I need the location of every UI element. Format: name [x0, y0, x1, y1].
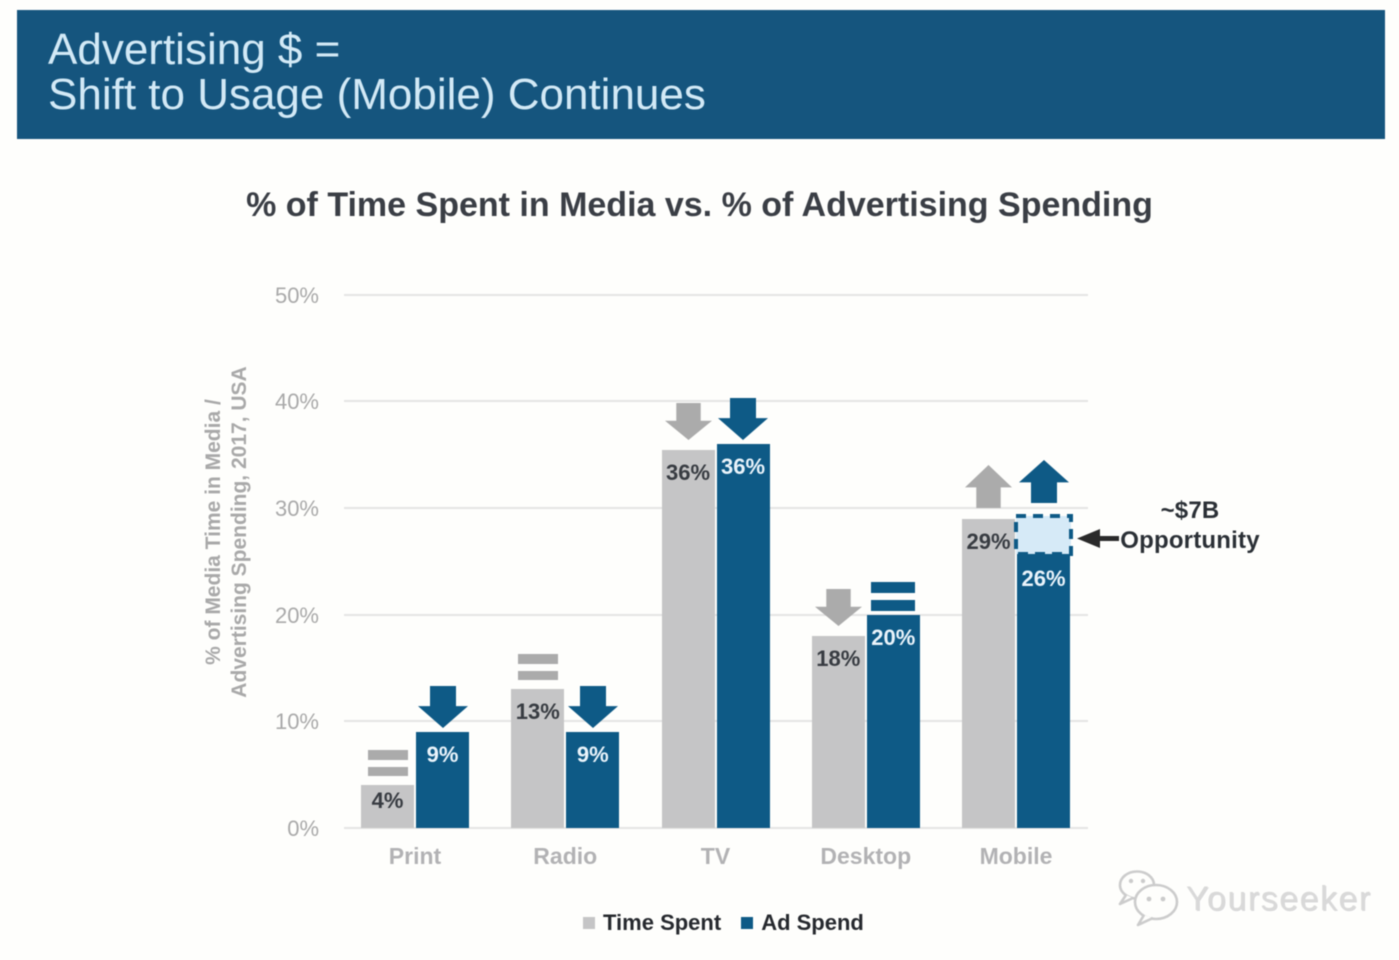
slide-title-line1: Advertising $ = [48, 24, 341, 74]
equal-indicator-radio-time-spent [517, 654, 558, 681]
equals-dash [517, 670, 558, 681]
up-arrow-icon [1018, 459, 1069, 503]
chart-legend: Time Spent Ad Spend [583, 910, 884, 936]
equals-dash [517, 654, 558, 664]
gridline [344, 720, 1088, 723]
y-tick-label: 40% [274, 389, 319, 415]
bar-value-radio-time-spent: 13% [515, 699, 560, 725]
legend-label: Ad Spend [761, 910, 864, 935]
down-arrow-icon [814, 589, 862, 627]
bar-print-ad-spend [416, 732, 469, 828]
equals-dash [871, 581, 916, 593]
gridline [344, 293, 1088, 296]
bar-value-mobile-ad-spend: 26% [1021, 565, 1066, 591]
equal-indicator-desktop-ad-spend [871, 581, 916, 611]
bar-value-print-ad-spend: 9% [426, 742, 459, 768]
gridline [344, 613, 1088, 616]
bar-desktop-time-spent [811, 636, 865, 828]
x-category-label-print: Print [388, 843, 442, 869]
up-arrow-indicator-mobile-time-spent [965, 464, 1012, 513]
y-tick-label: 30% [274, 496, 319, 522]
opportunity-annotation: ~$7B Opportunity [1098, 496, 1282, 556]
y-tick-label: 20% [274, 602, 319, 628]
bar-value-desktop-time-spent: 18% [816, 646, 861, 672]
wechat-chat-bubbles-icon [1118, 870, 1179, 927]
watermark-text: Yourseeker [1187, 880, 1373, 919]
slide-title-line2: Shift to Usage (Mobile) Continues [48, 69, 706, 119]
bar-desktop-ad-spend [866, 614, 920, 828]
y-axis-label: % of Media Time in Media / Advertising Sp… [201, 347, 253, 717]
y-tick-label: 50% [274, 282, 319, 308]
bar-value-tv-ad-spend: 36% [720, 454, 766, 480]
up-arrow-indicator-mobile-ad-spend [1018, 459, 1069, 508]
down-arrow-icon [718, 398, 768, 441]
gridline [344, 400, 1088, 403]
bar-value-desktop-ad-spend: 20% [871, 624, 916, 650]
bar-value-print-time-spent: 4% [371, 788, 404, 814]
slide-header-banner: Advertising $ = Shift to Usage (Mobile) … [17, 10, 1385, 139]
gridline [344, 827, 1088, 829]
y-tick-label: 10% [274, 709, 319, 735]
x-category-label-desktop: Desktop [820, 843, 912, 869]
equal-indicator-print-time-spent [367, 750, 408, 777]
y-axis-label-line1: % of Media Time in Media / [202, 399, 225, 665]
bar-value-mobile-time-spent: 29% [966, 528, 1011, 554]
x-category-label-mobile: Mobile [979, 843, 1053, 869]
down-arrow-indicator-tv-time-spent [664, 403, 712, 445]
down-arrow-indicator-radio-ad-spend [567, 686, 618, 733]
equals-dash [367, 750, 408, 760]
bar-mobile-time-spent [962, 518, 1015, 828]
bar-print-time-spent [361, 785, 414, 828]
down-arrow-icon [664, 403, 712, 441]
opportunity-annotation-line2: Opportunity [1120, 527, 1260, 554]
chart-title: % of Time Spent in Media vs. % of Advert… [246, 186, 1153, 224]
bar-mobile-ad-spend [1017, 550, 1070, 828]
equals-dash [871, 599, 916, 611]
y-axis-label-line2: Advertising Spending, 2017, USA [228, 366, 251, 698]
down-arrow-icon [417, 686, 468, 729]
x-category-label-radio: Radio [533, 843, 598, 869]
legend-swatch-time-spent [583, 917, 595, 929]
up-arrow-icon [965, 464, 1012, 508]
gridline [344, 507, 1088, 510]
bar-radio-ad-spend [566, 732, 620, 828]
x-category-label-tv: TV [700, 843, 731, 869]
legend-label: Time Spent [603, 910, 722, 935]
bar-radio-time-spent [511, 689, 565, 828]
annotation-left-arrow-icon [1077, 529, 1119, 548]
bar-value-tv-time-spent: 36% [665, 460, 711, 486]
watermark: Yourseeker [1109, 869, 1373, 931]
y-tick-label: 0% [287, 816, 319, 841]
bar-tv-ad-spend [716, 444, 770, 828]
down-arrow-indicator-print-ad-spend [417, 686, 468, 733]
opportunity-gap-box [1014, 513, 1073, 556]
down-arrow-indicator-desktop-time-spent [814, 589, 862, 631]
down-arrow-indicator-tv-ad-spend [718, 398, 768, 445]
down-arrow-icon [567, 686, 618, 729]
opportunity-annotation-line1: ~$7B [1160, 497, 1220, 524]
legend-swatch-ad-spend [741, 917, 754, 929]
bar-value-radio-ad-spend: 9% [576, 742, 609, 768]
equals-dash [367, 766, 408, 777]
bar-tv-time-spent [661, 450, 715, 828]
